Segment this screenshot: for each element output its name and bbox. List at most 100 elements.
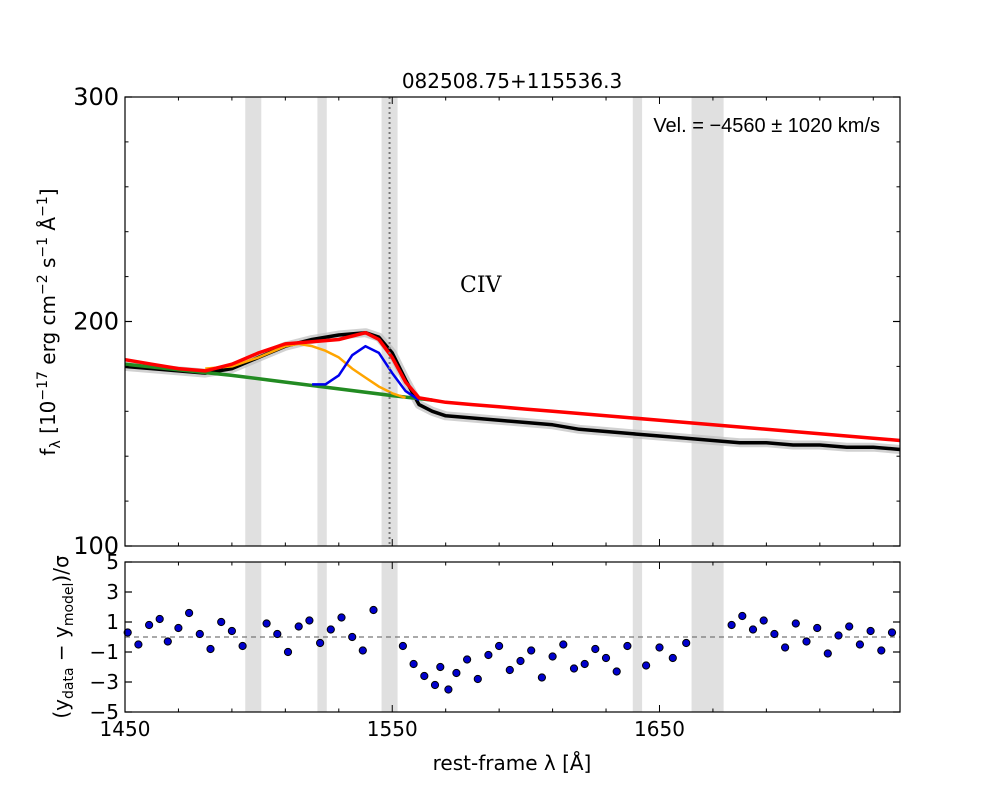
spectrum-ticks: 100 200 300 <box>73 83 900 560</box>
residual-point <box>642 661 651 670</box>
residual-ticks: −5 −3 −1 1 3 5 1450 1550 1650 <box>90 550 900 741</box>
y-tick-label-bottom: −5 <box>90 700 119 724</box>
mask-region-3 <box>632 97 643 546</box>
x-tick-label: 1650 <box>634 717 685 741</box>
residual-point <box>326 625 335 634</box>
residual-point <box>516 656 525 666</box>
residual-point <box>430 680 440 690</box>
y-axis-label-top: fλ [10−17 erg cm−2 s−1 Å−1] <box>35 188 64 455</box>
residual-point <box>273 629 282 639</box>
x-tick-label: 1450 <box>100 717 151 741</box>
residual-point <box>420 671 429 681</box>
residual-point <box>601 653 611 663</box>
residual-point <box>748 625 758 634</box>
civ-line-label: CIV <box>460 273 503 298</box>
residual-point <box>348 632 357 642</box>
velocity-annotation: Vel. = −4560 ± 1020 km/s <box>653 115 880 137</box>
residual-point <box>436 662 445 672</box>
spectrum-lines <box>124 328 901 454</box>
residual-point <box>887 628 897 637</box>
residual-point <box>877 646 886 655</box>
mask-region-2 <box>381 97 398 546</box>
residual-point <box>206 644 215 654</box>
chart-title: 082508.75+115536.3 <box>402 69 622 93</box>
residual-axes-frame <box>124 561 901 713</box>
residual-point <box>612 667 621 676</box>
residual-point <box>495 641 504 651</box>
residual-point <box>682 638 691 648</box>
y-axis-label-bottom: (ydata − ymodel)/σ <box>49 555 77 719</box>
residual-point <box>527 646 536 655</box>
masked-regions <box>245 97 724 546</box>
residual-point <box>262 619 271 628</box>
residual-point <box>505 665 514 675</box>
residual-point <box>217 617 226 627</box>
residual-point <box>316 638 325 648</box>
residual-point <box>337 613 346 622</box>
residual-point <box>623 641 632 651</box>
y-tick-label-bottom: 1 <box>106 610 119 634</box>
residual-point <box>655 643 664 652</box>
y-tick-label-bottom: 3 <box>106 580 119 604</box>
residual-point <box>770 629 779 639</box>
residual-point <box>845 622 854 631</box>
residual-point <box>174 623 183 633</box>
residual-point <box>591 644 600 654</box>
residual-point <box>580 659 589 669</box>
residual-point <box>537 673 547 682</box>
residual-points <box>123 605 897 694</box>
mask-region-residual-1 <box>317 562 327 712</box>
mask-region-1 <box>317 97 327 546</box>
mask-region-0 <box>245 97 262 546</box>
broad-component-line <box>205 342 406 399</box>
narrow-component-line <box>312 344 420 402</box>
residual-point <box>834 631 843 640</box>
residual-point <box>813 623 822 633</box>
residual-point <box>791 619 800 628</box>
residual-point <box>866 626 875 636</box>
residual-point <box>727 620 736 630</box>
y-tick-label-top: 100 <box>73 532 119 560</box>
residual-point <box>484 650 493 660</box>
residual-point <box>195 629 204 639</box>
residual-point <box>155 614 164 624</box>
total-model-line <box>124 330 901 443</box>
residual-point <box>668 653 677 663</box>
residual-point <box>305 616 314 625</box>
residual-point <box>283 647 293 657</box>
residual-point <box>145 620 154 630</box>
y-tick-label-bottom: −3 <box>90 670 119 694</box>
residual-point <box>548 652 557 661</box>
residual-point <box>238 641 247 651</box>
residual-point <box>409 659 418 669</box>
residual-point <box>802 637 811 646</box>
mask-region-residual-3 <box>632 562 643 712</box>
y-tick-label-bottom: 5 <box>106 550 119 574</box>
residual-point <box>163 637 172 646</box>
residual-point <box>855 640 865 649</box>
residual-point <box>227 626 236 636</box>
residual-point <box>369 605 378 615</box>
y-tick-label-top: 200 <box>73 308 119 336</box>
residual-point <box>463 655 472 664</box>
spectrum-axes-frame <box>124 96 901 547</box>
residual-point <box>738 611 747 621</box>
residual-point <box>185 608 194 618</box>
residual-panel: −5 −3 −1 1 3 5 1450 1550 1650 rest-frame λ [Å] (… <box>49 550 901 775</box>
x-tick-label: 1550 <box>367 717 418 741</box>
y-tick-label-bottom: −1 <box>90 640 119 664</box>
residual-point <box>444 685 453 694</box>
residual-point <box>759 616 768 625</box>
residual-point <box>294 622 303 631</box>
x-axis-label: rest-frame λ [Å] <box>433 751 592 775</box>
residual-point <box>781 643 790 652</box>
residual-point <box>452 668 461 678</box>
y-tick-label-top: 300 <box>73 83 119 111</box>
residual-point <box>569 664 579 673</box>
residual-point <box>358 646 367 655</box>
residual-point <box>123 628 132 637</box>
residual-point <box>134 640 143 649</box>
mask-region-4 <box>691 97 724 546</box>
residual-point <box>398 641 407 651</box>
